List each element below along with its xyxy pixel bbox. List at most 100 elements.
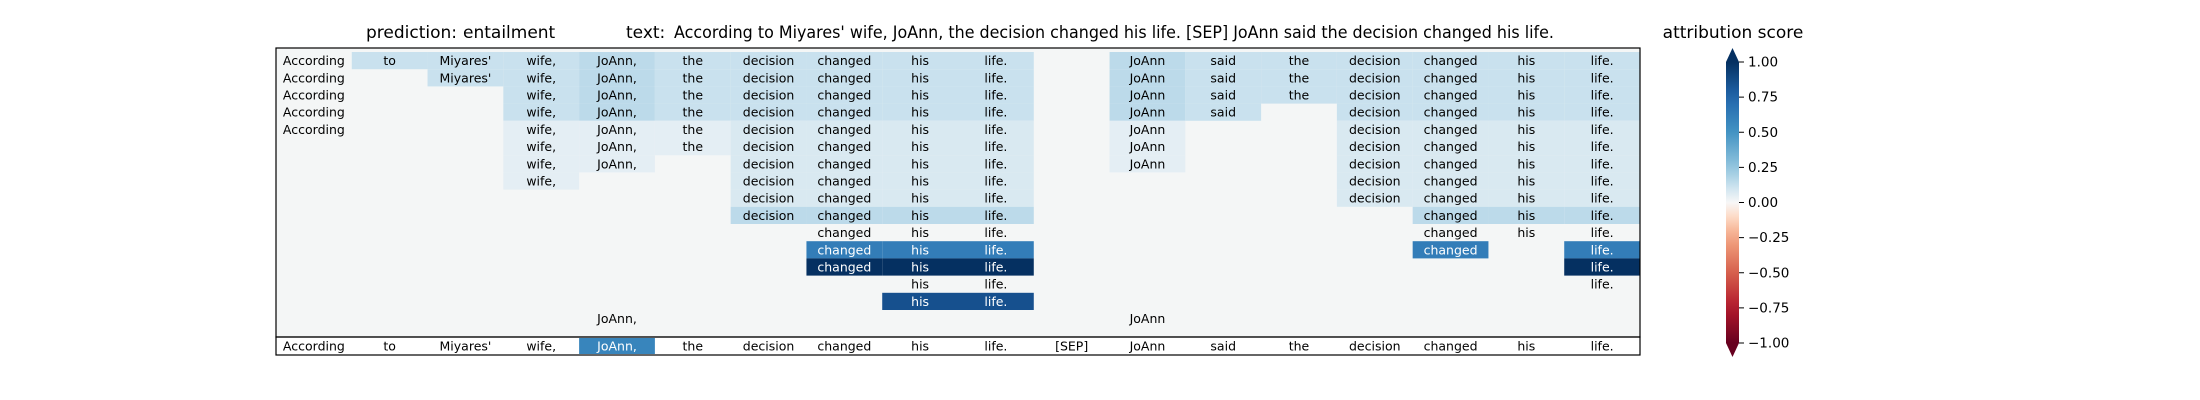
heatmap-cell	[579, 86, 655, 104]
heatmap-cell	[958, 258, 1034, 276]
heatmap-cell	[654, 138, 731, 156]
token-label: life.	[984, 242, 1007, 257]
heatmap-cell	[882, 258, 958, 276]
token-label: life.	[1591, 139, 1614, 154]
input-token-label: According	[283, 339, 345, 354]
token-label: changed	[817, 242, 871, 257]
heatmap-cell	[1564, 86, 1640, 104]
heatmap-cell	[730, 155, 807, 173]
token-label: changed	[1424, 70, 1478, 85]
token-label: life.	[984, 70, 1007, 85]
heatmap-cell	[806, 241, 883, 259]
token-label: life.	[984, 191, 1007, 206]
heatmap-cell	[1488, 172, 1565, 190]
heatmap-cell	[806, 52, 883, 70]
token-label: life.	[1591, 174, 1614, 189]
heatmap-cell	[730, 120, 807, 138]
heatmap-cell	[503, 52, 580, 70]
heatmap-cell	[806, 103, 883, 121]
token-label: his	[1517, 225, 1535, 240]
token-label: his	[1517, 88, 1535, 103]
heatmap-cell	[958, 189, 1034, 207]
token-label: wife,	[526, 139, 556, 154]
heatmap-cell	[1185, 103, 1262, 121]
token-label: his	[1517, 122, 1535, 137]
token-label: changed	[1424, 139, 1478, 154]
heatmap-cell	[1564, 155, 1640, 173]
token-label: changed	[817, 122, 871, 137]
input-token-label: decision	[743, 339, 795, 354]
heatmap-cell	[503, 120, 580, 138]
heatmap-cell	[1488, 206, 1565, 224]
token-label: his	[1517, 53, 1535, 68]
token-label: changed	[1424, 191, 1478, 206]
heatmap-cell	[806, 189, 883, 207]
token-label: his	[911, 191, 929, 206]
heatmap-cell	[730, 52, 807, 70]
token-label: life.	[984, 294, 1007, 309]
heatmap-cell	[958, 206, 1034, 224]
heatmap-cell	[1564, 189, 1640, 207]
heatmap-cell	[1488, 138, 1565, 156]
heatmap-cell	[882, 189, 958, 207]
heatmap-cell	[882, 69, 958, 87]
token-label: changed	[817, 225, 871, 240]
token-label: his	[911, 139, 929, 154]
heatmap-cell	[730, 69, 807, 87]
heatmap-cell	[1488, 69, 1565, 87]
token-label: decision	[1349, 156, 1401, 171]
colorbar-gradient	[1726, 62, 1739, 343]
heatmap-cell	[1109, 120, 1186, 138]
heatmap-cell	[806, 155, 883, 173]
input-token-label: Miyares'	[440, 339, 492, 354]
token-label: said	[1210, 70, 1236, 85]
token-label: JoAnn,	[596, 139, 637, 154]
token-label: life.	[984, 156, 1007, 171]
input-token-label: his	[1517, 339, 1535, 354]
token-label: his	[1517, 191, 1535, 206]
token-label: the	[1289, 53, 1310, 68]
token-label: his	[911, 122, 929, 137]
input-token-label: to	[383, 339, 396, 354]
heatmap-cell	[1336, 86, 1413, 104]
heatmap-cell	[1336, 138, 1413, 156]
heatmap-cell	[882, 138, 958, 156]
token-label: According	[283, 70, 345, 85]
heatmap-cell	[579, 120, 655, 138]
token-label: his	[1517, 174, 1535, 189]
input-token-label: [SEP]	[1055, 339, 1088, 354]
heatmap-cell	[1336, 52, 1413, 70]
token-label: his	[911, 174, 929, 189]
heatmap-cell	[730, 172, 807, 190]
token-label: JoAnn,	[596, 105, 637, 120]
token-label: Miyares'	[440, 70, 492, 85]
token-label: According	[283, 53, 345, 68]
token-label: According	[283, 122, 345, 137]
heatmap-cell	[806, 120, 883, 138]
token-label: the	[683, 53, 704, 68]
token-label: said	[1210, 105, 1236, 120]
token-label: changed	[817, 174, 871, 189]
heatmap-cell	[1261, 52, 1337, 70]
token-label: decision	[1349, 105, 1401, 120]
token-label: life.	[1591, 70, 1614, 85]
heatmap-cell	[1564, 206, 1640, 224]
token-label: changed	[1424, 225, 1478, 240]
token-label: to	[383, 53, 396, 68]
token-label: life.	[984, 260, 1007, 275]
colorbar-tick-label: 1.00	[1748, 55, 1778, 71]
heatmap-cell	[503, 103, 580, 121]
heatmap-cell	[1412, 206, 1489, 224]
heatmap-cell	[427, 52, 504, 70]
token-label: life.	[984, 208, 1007, 223]
token-label: his	[911, 105, 929, 120]
token-label: decision	[1349, 88, 1401, 103]
token-label: life.	[984, 53, 1007, 68]
heatmap-cell	[503, 155, 580, 173]
token-label: decision	[743, 156, 795, 171]
token-label: wife,	[526, 122, 556, 137]
heatmap-cell	[730, 86, 807, 104]
heatmap-cell	[958, 241, 1034, 259]
token-label: life.	[984, 277, 1007, 292]
heatmap-cell	[503, 138, 580, 156]
